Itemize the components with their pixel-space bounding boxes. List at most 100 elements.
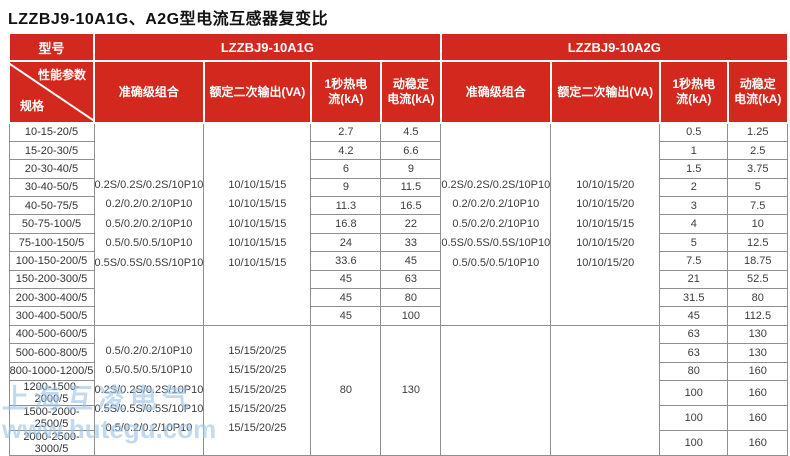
spec-cell: 150-200-300/5 bbox=[8, 269, 95, 290]
table-row: 400-500-600/5 0.5/0.2/0.2/10P10 0.5/0.5/0… bbox=[8, 324, 789, 456]
a1g-va-cell-text: 10/10/15/15 10/10/15/15 10/10/15/15 10/1… bbox=[228, 178, 287, 269]
table-row: 100-150-200/5 33.6 45 7.5 18.75 bbox=[8, 251, 789, 271]
a1g-accuracy-header: 准确级组合 bbox=[93, 60, 205, 124]
spec-cell: 1500-2000-2500/5 bbox=[8, 404, 95, 431]
header-row-columns: 性能参数 规格 准确级组合 额定二次输出(VA) 1秒热电 流(kA) 动稳定 … bbox=[8, 60, 789, 124]
a1g-dynamic-cell: 100 bbox=[380, 306, 442, 326]
model-label-cell: 型号 bbox=[8, 32, 95, 62]
spec-table: 型号 LZZBJ9-10A1G LZZBJ9-10A2G 性能参数 规格 准确级… bbox=[8, 32, 789, 456]
a2g-thermal-cell: 21 bbox=[659, 269, 729, 290]
a1g-dynamic-cell: 80 bbox=[380, 288, 442, 308]
page-title: LZZBJ9-10A1G、A2G型电流互感器复变比 bbox=[8, 11, 329, 28]
a1g-thermal-cell: 4.2 bbox=[310, 140, 382, 161]
table-row: 40-50-75/5 11.3 16.5 3 7.5 bbox=[8, 196, 789, 216]
spec-cell: 200-300-400/5 bbox=[8, 288, 95, 308]
a1g-dynamic-cell: 63 bbox=[380, 269, 442, 290]
a1g-accuracy-cell: 0.2S/0.2S/0.2S/10P10 0.2/0.2/0.2/10P10 0… bbox=[93, 122, 205, 326]
a1g-dynamic-cell: 6.6 bbox=[380, 140, 442, 161]
table-row: 75-100-150/5 24 33 5 12.5 bbox=[8, 232, 789, 253]
a2g-thermal-cell: 63 bbox=[659, 324, 729, 345]
a2g-thermal-cell: 0.5 bbox=[659, 122, 729, 142]
a1g-dynamic-cell: 11.5 bbox=[380, 177, 442, 198]
header-row-models: 型号 LZZBJ9-10A1G LZZBJ9-10A2G bbox=[8, 32, 789, 62]
a1g-accuracy-cell-text: 0.5/0.2/0.2/10P10 0.5/0.5/0.5/10P10 0.2S… bbox=[94, 344, 204, 435]
a2g-dynamic-cell: 112.5 bbox=[727, 306, 789, 326]
a1g-dynamic-cell: 45 bbox=[380, 251, 442, 271]
spec-cell: 20-30-40/5 bbox=[8, 159, 95, 179]
table-row: 20-30-40/5 6 9 1.5 3.75 bbox=[8, 159, 789, 179]
spec-cell: 400-500-600/5 bbox=[8, 324, 95, 345]
spec-cell: 30-40-50/5 bbox=[8, 177, 95, 198]
spec-cell: 40-50-75/5 bbox=[8, 196, 95, 216]
a2g-dynamic-cell: 130 bbox=[727, 343, 789, 363]
a1g-thermal-cell: 9 bbox=[310, 177, 382, 198]
a1g-dynamic-cell: 4.5 bbox=[380, 122, 442, 142]
a1g-va-cell-text: 15/15/20/25 15/15/20/25 15/15/20/25 15/1… bbox=[228, 344, 287, 435]
a2g-dynamic-header: 动稳定 电流(kA) bbox=[726, 60, 789, 124]
a1g-thermal-cell: 24 bbox=[310, 232, 382, 253]
spec-cell: 75-100-150/5 bbox=[8, 232, 95, 253]
a1g-dynamic-cell: 16.5 bbox=[380, 196, 442, 216]
spec-cell: 1200-1500-2000/5 bbox=[8, 379, 95, 406]
a1g-thermal-cell: 33.6 bbox=[310, 251, 382, 271]
group-header-a2g: LZZBJ9-10A2G bbox=[439, 32, 789, 62]
a2g-thermal-cell: 100 bbox=[659, 379, 729, 406]
a2g-dynamic-cell: 52.5 bbox=[727, 269, 789, 290]
a2g-thermal-cell: 3 bbox=[659, 196, 729, 216]
a2g-thermal-cell: 80 bbox=[659, 361, 729, 381]
a1g-thermal-cell: 11.3 bbox=[310, 196, 382, 216]
a1g-thermal-header: 1秒热电 流(kA) bbox=[309, 60, 382, 124]
a2g-accuracy-header: 准确级组合 bbox=[439, 60, 552, 124]
table-row: 2000-2500-3000/5 100 160 bbox=[8, 429, 789, 456]
a2g-va-header: 额定二次输出(VA) bbox=[549, 60, 661, 124]
a1g-thermal-cell: 45 bbox=[310, 306, 382, 326]
a2g-dynamic-cell: 160 bbox=[727, 361, 789, 381]
a1g-dynamic-cell: 9 bbox=[380, 159, 442, 179]
spec-cell: 50-75-100/5 bbox=[8, 214, 95, 234]
a1g-accuracy-cell: 0.5/0.2/0.2/10P10 0.5/0.5/0.5/10P10 0.2S… bbox=[93, 324, 205, 456]
spec-cell: 100-150-200/5 bbox=[8, 251, 95, 271]
a2g-dynamic-cell: 18.75 bbox=[727, 251, 789, 271]
a1g-va-cell: 15/15/20/25 15/15/20/25 15/15/20/25 15/1… bbox=[203, 324, 312, 456]
table-row: 10-15-20/5 0.2S/0.2S/0.2S/10P10 0.2/0.2/0… bbox=[8, 122, 789, 326]
a1g-thermal-cell: 6 bbox=[310, 159, 382, 179]
a2g-dynamic-cell: 160 bbox=[727, 379, 789, 406]
a2g-accuracy-cell-text: 0.2S/0.2S/0.2S/10P10 0.2/0.2/0.2/10P10 0… bbox=[441, 178, 551, 269]
a1g-dynamic-header: 动稳定 电流(kA) bbox=[379, 60, 442, 124]
a1g-va-cell: 10/10/15/15 10/10/15/15 10/10/15/15 10/1… bbox=[203, 122, 312, 326]
a1g-thermal-cell: 45 bbox=[310, 269, 382, 290]
performance-params-label: 性能参数 bbox=[37, 68, 86, 82]
a2g-dynamic-cell: 80 bbox=[727, 288, 789, 308]
a1g-thermal-cell: 45 bbox=[310, 288, 382, 308]
a2g-thermal-cell: 100 bbox=[659, 429, 729, 456]
a2g-dynamic-cell: 160 bbox=[727, 429, 789, 456]
spec-cell: 500-600-800/5 bbox=[8, 343, 95, 363]
table-row: 200-300-400/5 45 80 31.5 80 bbox=[8, 288, 789, 308]
a2g-thermal-cell: 45 bbox=[659, 306, 729, 326]
a2g-thermal-cell: 7.5 bbox=[659, 251, 729, 271]
a1g-dynamic-cell: 33 bbox=[380, 232, 442, 253]
a1g-accuracy-cell-text: 0.2S/0.2S/0.2S/10P10 0.2/0.2/0.2/10P10 0… bbox=[94, 178, 204, 269]
spec-cell: 15-20-30/5 bbox=[8, 140, 95, 161]
a1g-va-header: 额定二次输出(VA) bbox=[202, 60, 312, 124]
a2g-dynamic-cell: 5 bbox=[727, 177, 789, 198]
a1g-thermal-cell: 80 bbox=[310, 324, 382, 456]
table-row: 1200-1500-2000/5 100 160 bbox=[8, 379, 789, 406]
spec-cell: 800-1000-1200/5 bbox=[8, 361, 95, 381]
a2g-thermal-header: 1秒热电 流(kA) bbox=[658, 60, 729, 124]
table-row: 1500-2000-2500/5 100 160 bbox=[8, 404, 789, 431]
a2g-thermal-cell: 5 bbox=[659, 232, 729, 253]
a1g-dynamic-cell: 130 bbox=[380, 324, 442, 456]
a2g-thermal-cell: 1 bbox=[659, 140, 729, 161]
a2g-accuracy-cell: 0.2S/0.2S/0.2S/10P10 0.2/0.2/0.2/10P10 0… bbox=[440, 122, 552, 326]
spec-cell: 10-15-20/5 bbox=[8, 122, 95, 142]
a2g-thermal-cell: 1.5 bbox=[659, 159, 729, 179]
a2g-thermal-cell: 2 bbox=[659, 177, 729, 198]
table-row: 50-75-100/5 16.8 22 4 10 bbox=[8, 214, 789, 234]
table-row: 30-40-50/5 9 11.5 2 5 bbox=[8, 177, 789, 198]
a2g-va-cell-text: 10/10/15/20 10/10/15/20 10/10/15/15 10/1… bbox=[576, 178, 635, 269]
a2g-dynamic-cell: 130 bbox=[727, 324, 789, 345]
a2g-dynamic-cell: 160 bbox=[727, 404, 789, 431]
spec-cell: 2000-2500-3000/5 bbox=[8, 429, 95, 456]
a2g-dynamic-cell: 3.75 bbox=[727, 159, 789, 179]
